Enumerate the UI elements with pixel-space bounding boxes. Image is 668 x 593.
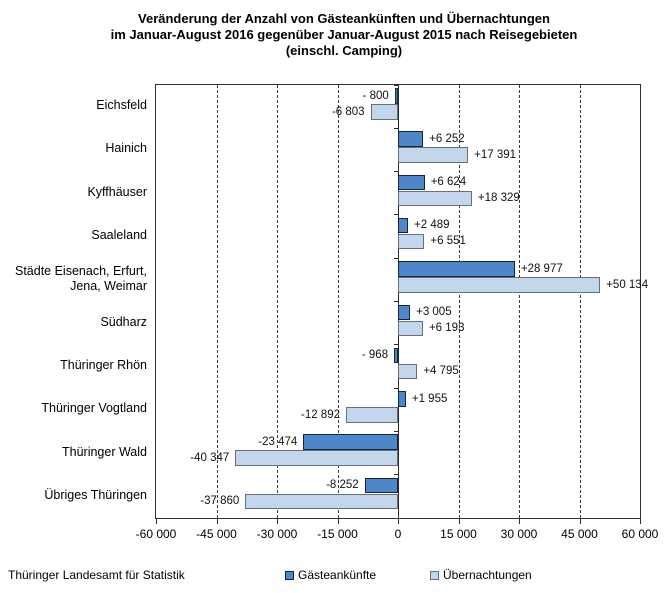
- x-axis-tick-label: -30 000: [256, 527, 298, 541]
- bar-value-label: -6 803: [331, 105, 365, 118]
- bar-gaesteankuenfte: [364, 477, 398, 494]
- gridline: [579, 85, 581, 518]
- bar-value-label: +4 795: [423, 365, 459, 378]
- category-label: Südharz: [100, 314, 147, 329]
- bar-value-label: -12 892: [300, 408, 340, 421]
- category-axis-tick: [393, 84, 398, 86]
- bar-gaesteankuenfte: [394, 88, 398, 104]
- chart-title-line1: Veränderung der Anzahl von Gästeankünfte…: [138, 11, 550, 26]
- legend-label-gaesteankuenfte: Gästeankünfte: [298, 568, 377, 582]
- category-label: Thüringer Wald: [62, 444, 147, 459]
- x-axis-tick: [337, 519, 339, 524]
- bar-value-label: -40 347: [190, 451, 230, 464]
- x-axis-tick: [398, 519, 399, 524]
- category-label: Übriges Thüringen: [44, 487, 147, 502]
- source-label: Thüringer Landesamt für Statistik: [8, 568, 185, 582]
- category-axis-tick: [393, 517, 398, 519]
- x-axis-tick: [216, 519, 218, 524]
- bar-value-label: -37 860: [200, 495, 240, 508]
- bar-value-label: +18 329: [477, 192, 520, 205]
- bar-uebernachtungen: [398, 233, 425, 250]
- gridline: [458, 85, 460, 518]
- bar-uebernachtungen: [398, 363, 418, 380]
- legend-swatch-gaesteankuenfte: [285, 570, 294, 580]
- x-axis-tick: [640, 519, 641, 524]
- category-label: Kyffhäuser: [87, 184, 147, 199]
- x-axis-tick-label: 45 000: [561, 527, 598, 541]
- legend-item-uebernachtungen: Übernachtungen: [430, 568, 532, 582]
- chart-title-line2: im Januar-August 2016 gegenüber Januar-A…: [110, 27, 578, 42]
- gridline: [216, 85, 218, 518]
- category-axis-tick: [393, 344, 398, 346]
- bar-value-label: +50 134: [606, 278, 649, 291]
- category-axis-tick: [393, 474, 398, 476]
- category-label: Thüringer Rhön: [60, 357, 147, 372]
- legend-swatch-uebernachtungen: [430, 570, 439, 580]
- chart-title: Veränderung der Anzahl von Gästeankünfte…: [22, 11, 666, 59]
- category-label: Hainich: [105, 141, 147, 156]
- bar-gaesteankuenfte: [398, 391, 406, 407]
- bar-value-label: -23 474: [258, 435, 298, 448]
- category-axis-tick: [393, 257, 398, 259]
- chart-title-line3: (einschl. Camping): [285, 43, 403, 58]
- zero-axis-line: [398, 85, 399, 518]
- gridline: [519, 85, 520, 518]
- bar-uebernachtungen: [398, 320, 423, 336]
- bar-uebernachtungen: [346, 407, 398, 423]
- bar-gaesteankuenfte: [398, 217, 409, 234]
- category-axis-tick: [393, 171, 398, 173]
- bar-value-label: +3 005: [416, 306, 452, 318]
- category-axis-tick: [393, 387, 398, 389]
- x-axis-tick-label: 30 000: [500, 527, 538, 541]
- bar-gaesteankuenfte: [398, 304, 411, 320]
- bar-value-label: +28 977: [520, 262, 563, 275]
- bar-uebernachtungen: [245, 493, 398, 510]
- bar-value-label: +6 252: [429, 132, 465, 145]
- x-axis-tick: [458, 519, 460, 524]
- x-axis-tick: [519, 519, 520, 524]
- bar-gaesteankuenfte: [398, 261, 515, 277]
- category-axis-tick: [393, 127, 398, 129]
- bar-value-label: +6 193: [428, 322, 465, 334]
- bar-uebernachtungen: [398, 190, 472, 207]
- bar-gaesteankuenfte: [398, 131, 424, 147]
- bar-uebernachtungen: [398, 147, 469, 163]
- bar-value-label: +2 489: [414, 219, 450, 232]
- bar-gaesteankuenfte: [394, 347, 398, 364]
- x-axis-tick-label: -15 000: [317, 527, 358, 541]
- bar-value-label: - 800: [362, 89, 389, 102]
- x-axis-tick-label: 0: [394, 527, 402, 541]
- x-axis-tick-label: 15 000: [440, 527, 477, 541]
- plot-area: - 800 +6 252 +6 624 +2 489 +28 977 +3 005 - 96…: [155, 84, 648, 519]
- category-axis-tick: [393, 430, 398, 432]
- gridline: [337, 85, 339, 518]
- x-axis-tick: [156, 519, 157, 524]
- bar-uebernachtungen: [235, 450, 398, 466]
- category-label: Städte Eisenach, Erfurt, Jena, Weimar: [14, 263, 147, 293]
- x-axis-tick: [579, 519, 581, 524]
- category-axis-tick: [393, 214, 398, 216]
- bar-value-label: +17 391: [474, 148, 517, 161]
- category-label: Thüringer Vogtland: [41, 401, 147, 416]
- bar-gaesteankuenfte: [303, 434, 398, 450]
- gridline: [277, 85, 278, 518]
- bar-uebernachtungen: [370, 104, 398, 120]
- bar-value-label: +6 551: [430, 235, 466, 248]
- category-label: Saaleland: [91, 228, 147, 243]
- x-axis-tick: [277, 519, 278, 524]
- bar-uebernachtungen: [398, 277, 601, 293]
- bar-value-label: -8 252: [326, 479, 359, 492]
- bar-value-label: +6 624: [430, 176, 467, 189]
- category-label: Eichsfeld: [96, 98, 147, 113]
- x-axis-tick-label: 60 000: [621, 527, 659, 541]
- category-axis-tick: [393, 301, 398, 302]
- x-axis-tick-label: -45 000: [196, 527, 237, 541]
- legend-label-uebernachtungen: Übernachtungen: [443, 568, 532, 582]
- bar-value-label: +1 955: [411, 392, 448, 405]
- x-axis-tick-label: -60 000: [135, 527, 177, 541]
- legend-item-gaesteankuenfte: Gästeankünfte: [285, 568, 376, 582]
- bar-gaesteankuenfte: [398, 174, 425, 191]
- bar-value-label: - 968: [361, 349, 389, 362]
